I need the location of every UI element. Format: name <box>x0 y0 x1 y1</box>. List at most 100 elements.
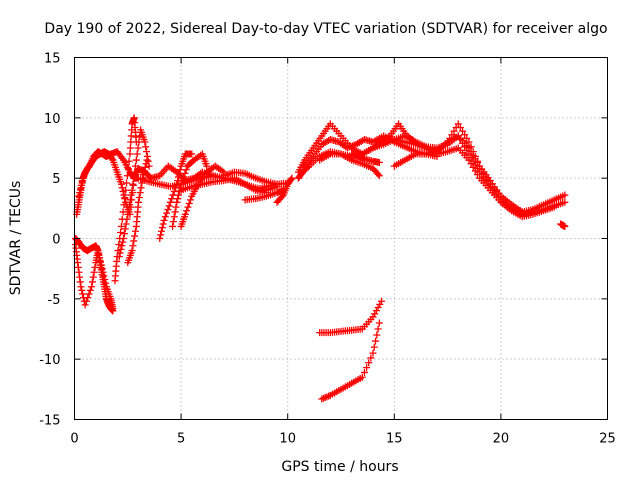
data-point <box>127 191 135 199</box>
data-point <box>142 143 150 151</box>
data-point <box>358 373 366 381</box>
data-point <box>90 268 98 276</box>
data-point <box>176 166 184 174</box>
data-point <box>170 213 178 221</box>
data-points <box>72 114 569 403</box>
data-point <box>482 173 490 181</box>
data-point <box>161 213 169 221</box>
grid-lines <box>74 57 608 420</box>
data-point <box>117 222 125 230</box>
data-point <box>159 220 167 228</box>
data-point <box>117 228 125 236</box>
data-point <box>143 156 151 164</box>
data-point <box>480 169 488 177</box>
data-point <box>360 368 368 376</box>
data-point <box>126 201 134 209</box>
data-point <box>125 157 133 165</box>
series-arc-22 <box>316 297 386 337</box>
data-point <box>561 198 569 206</box>
data-point <box>473 171 481 179</box>
data-point <box>467 160 475 168</box>
y-tick-label: 10 <box>44 112 61 127</box>
x-tick-label: 15 <box>386 432 403 447</box>
data-point <box>463 134 471 142</box>
x-tick-label: 10 <box>279 432 296 447</box>
y-tick-label: -15 <box>39 414 60 429</box>
data-point <box>174 195 182 203</box>
data-point <box>375 172 383 180</box>
data-point <box>82 297 90 305</box>
series-arc-19 <box>348 150 383 166</box>
data-point <box>140 171 148 179</box>
series-arc-23 <box>318 319 383 403</box>
data-point <box>473 158 481 166</box>
data-point <box>172 203 180 211</box>
series-arc-4 <box>72 235 117 315</box>
series-arc-6 <box>115 126 153 261</box>
x-tick-label: 20 <box>493 432 510 447</box>
y-axis-label: SDTVAR / TECUs <box>8 181 24 296</box>
data-point <box>469 151 477 159</box>
data-point <box>78 286 86 294</box>
data-point <box>116 249 124 257</box>
data-point <box>156 235 164 242</box>
data-point <box>117 245 125 253</box>
data-point <box>123 179 131 187</box>
series-arc-9 <box>169 150 211 230</box>
data-point <box>459 127 467 135</box>
data-point <box>288 174 296 182</box>
series-arc-24 <box>557 220 569 230</box>
data-point <box>171 208 179 216</box>
data-point <box>372 337 380 345</box>
series-arc-13 <box>241 186 287 204</box>
data-point <box>375 158 383 166</box>
data-point <box>561 191 569 199</box>
data-point <box>89 273 97 281</box>
data-point <box>471 167 479 175</box>
y-tick-label: 5 <box>52 172 60 187</box>
data-point <box>471 155 479 163</box>
data-point <box>131 227 139 235</box>
data-point <box>130 174 138 182</box>
series-arc-15 <box>294 132 569 218</box>
data-point <box>160 216 168 224</box>
data-point <box>88 283 96 291</box>
data-point <box>164 206 172 214</box>
data-point <box>134 198 142 206</box>
data-point <box>86 286 94 294</box>
x-tick-label: 25 <box>599 432 616 447</box>
data-point <box>374 325 382 333</box>
data-point <box>454 120 462 128</box>
data-point <box>180 173 188 181</box>
data-point <box>373 331 381 339</box>
data-point <box>367 354 375 362</box>
data-point <box>168 195 176 203</box>
y-tick-label: 15 <box>44 52 61 67</box>
data-point <box>378 297 386 305</box>
data-point <box>157 227 165 235</box>
data-point <box>374 304 382 312</box>
series-arc-7 <box>124 156 151 267</box>
data-point <box>130 237 138 245</box>
data-point <box>169 222 177 230</box>
data-point <box>518 208 526 216</box>
data-point <box>561 222 569 230</box>
data-point <box>76 189 84 197</box>
data-point <box>139 174 147 182</box>
data-point <box>131 162 139 170</box>
data-point <box>124 210 132 218</box>
data-point <box>115 253 123 261</box>
data-point <box>131 232 139 240</box>
data-point <box>158 224 166 232</box>
data-point <box>175 191 183 199</box>
data-point <box>132 156 140 164</box>
data-point <box>91 263 99 271</box>
data-point <box>120 235 128 242</box>
data-point <box>88 278 96 286</box>
data-point <box>128 186 136 194</box>
data-point <box>142 160 150 168</box>
x-axis-label: GPS time / hours <box>281 459 398 475</box>
series-arc-14 <box>273 174 296 206</box>
series-arc-16 <box>294 120 569 216</box>
data-point <box>135 138 143 146</box>
